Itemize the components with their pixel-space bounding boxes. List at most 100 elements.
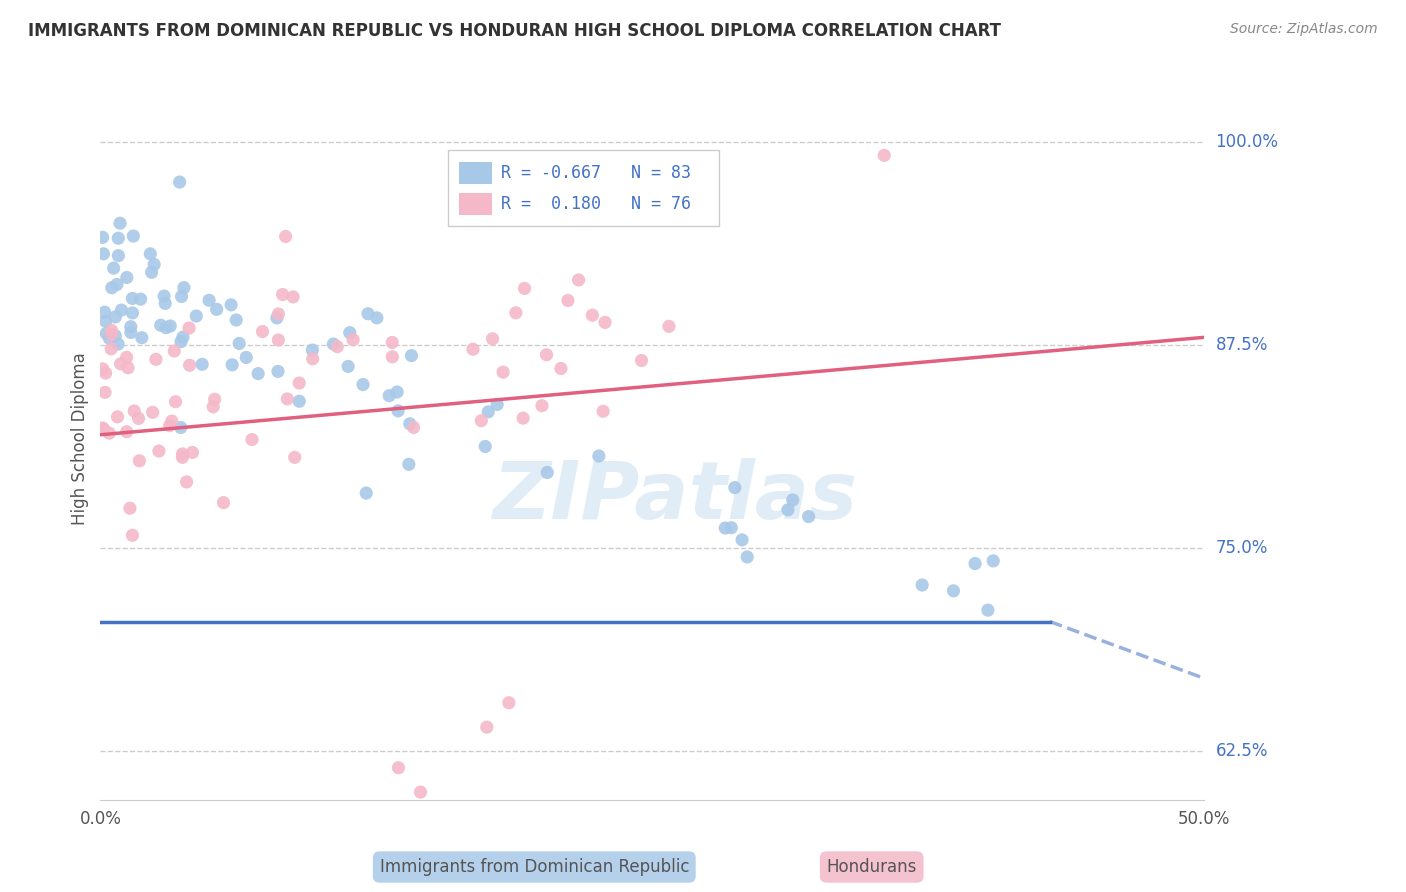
Point (505, 306, 527, 320)
Point (170, 334, 193, 349)
Point (202, 400, 225, 414)
Point (357, 307, 380, 321)
Text: R = -0.667   N = 83: R = -0.667 N = 83 (501, 164, 692, 182)
Point (409, 785, 432, 799)
Point (94, 314, 117, 328)
Point (173, 280, 195, 294)
Point (186, 309, 208, 323)
Point (567, 273, 589, 287)
Point (221, 358, 243, 372)
Point (165, 394, 187, 409)
Point (387, 761, 409, 775)
Point (117, 360, 139, 375)
Point (281, 290, 304, 304)
Point (118, 501, 141, 516)
Point (94, 385, 117, 400)
Point (155, 320, 177, 334)
Point (143, 258, 166, 272)
FancyBboxPatch shape (460, 193, 492, 215)
Point (110, 357, 132, 371)
Text: 100.0%: 100.0% (1216, 134, 1278, 152)
Point (385, 384, 408, 399)
Point (172, 330, 194, 344)
Point (475, 720, 498, 734)
Point (115, 270, 138, 285)
Text: 75.0%: 75.0% (1216, 540, 1268, 558)
Point (593, 315, 616, 329)
Point (115, 425, 138, 439)
Point (724, 481, 747, 495)
Point (797, 509, 820, 524)
Point (536, 348, 558, 362)
Point (911, 578, 934, 592)
Point (170, 289, 193, 303)
Point (115, 351, 138, 365)
Text: ZIPatlas: ZIPatlas (492, 458, 858, 536)
Point (91, 230, 114, 244)
Point (172, 447, 194, 461)
Point (91, 362, 114, 376)
Point (107, 409, 129, 424)
Point (461, 343, 484, 357)
Point (98, 331, 121, 345)
Point (141, 265, 163, 279)
Point (477, 405, 499, 419)
Point (536, 466, 558, 480)
Text: Source: ZipAtlas.com: Source: ZipAtlas.com (1230, 22, 1378, 37)
Point (301, 343, 323, 357)
Point (145, 352, 167, 367)
Point (170, 420, 193, 434)
Point (121, 292, 143, 306)
Point (339, 326, 361, 340)
Point (160, 414, 183, 428)
Point (153, 296, 176, 310)
Text: IMMIGRANTS FROM DOMINICAN REPUBLIC VS HONDURAN HIGH SCHOOL DIPLOMA CORRELATION C: IMMIGRANTS FROM DOMINICAN REPUBLIC VS HO… (28, 22, 1001, 40)
Point (366, 310, 388, 325)
Point (271, 287, 294, 301)
Point (731, 533, 754, 547)
Text: R =  0.180   N = 76: R = 0.180 N = 76 (501, 195, 692, 213)
Point (267, 364, 290, 378)
Point (172, 450, 194, 465)
Point (198, 293, 221, 308)
Point (108, 216, 131, 230)
Point (658, 319, 681, 334)
Point (977, 603, 1000, 617)
Point (352, 377, 374, 392)
Point (101, 281, 124, 295)
Point (225, 313, 247, 327)
Point (105, 277, 128, 292)
Point (267, 307, 290, 321)
Point (963, 557, 986, 571)
Point (512, 411, 534, 425)
Point (470, 414, 492, 428)
Point (498, 696, 520, 710)
Point (301, 351, 323, 366)
Point (149, 318, 172, 333)
Point (581, 308, 603, 322)
Point (252, 325, 274, 339)
Point (492, 365, 515, 379)
Point (550, 361, 572, 376)
Point (387, 404, 409, 418)
Point (557, 293, 579, 308)
Point (159, 319, 181, 334)
Point (128, 454, 150, 468)
Point (342, 333, 364, 347)
Text: 62.5%: 62.5% (1216, 742, 1268, 761)
Point (714, 521, 737, 535)
Point (247, 367, 270, 381)
Point (276, 392, 298, 406)
Point (776, 503, 799, 517)
Point (720, 521, 742, 535)
Point (235, 351, 257, 365)
Point (513, 281, 536, 295)
Point (142, 405, 165, 419)
Point (159, 418, 181, 433)
Point (782, 493, 804, 508)
Point (91, 421, 114, 435)
Point (131, 331, 153, 345)
Point (120, 319, 142, 334)
Point (100, 323, 122, 337)
Point (219, 298, 242, 312)
